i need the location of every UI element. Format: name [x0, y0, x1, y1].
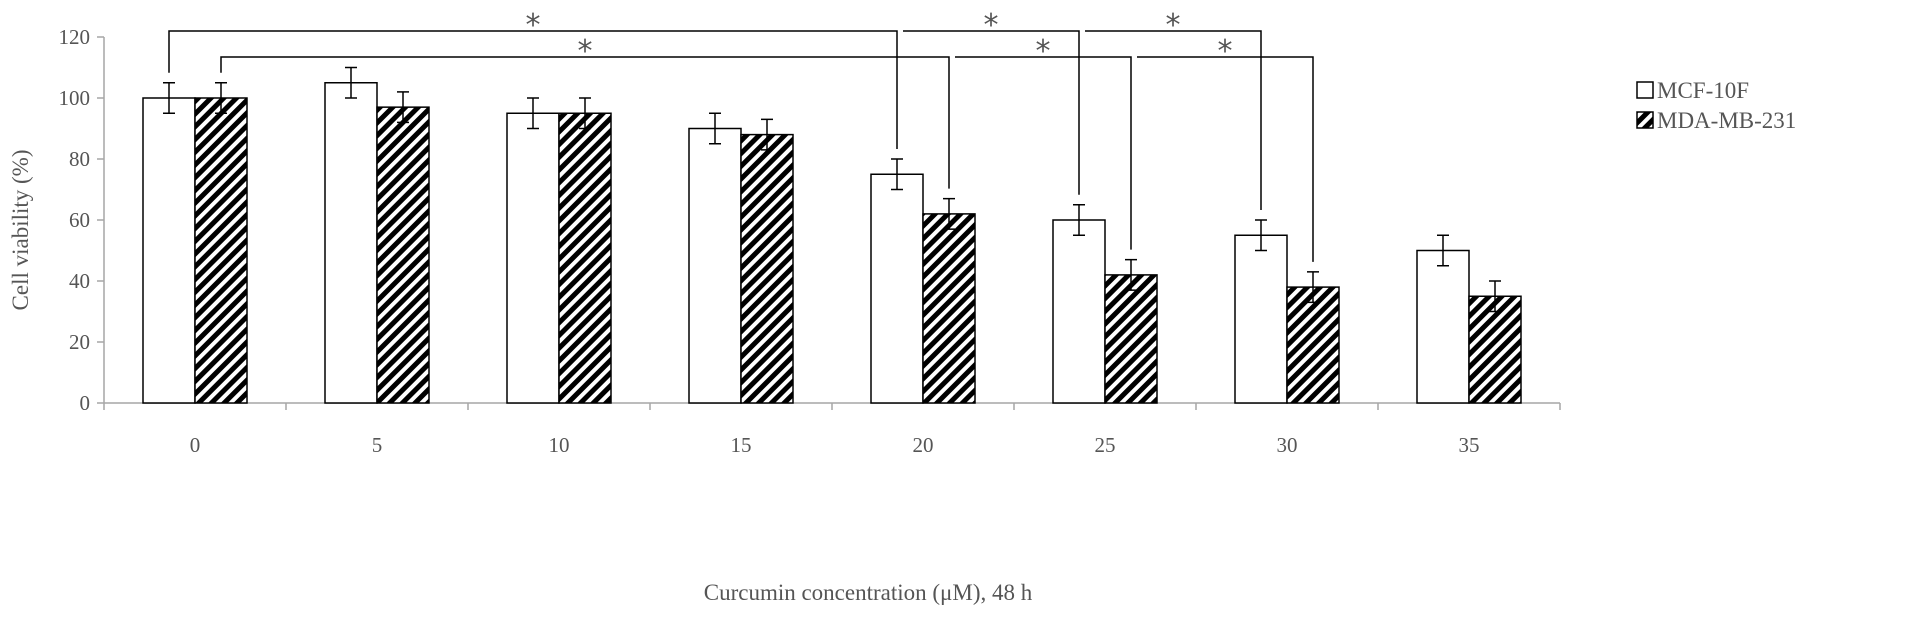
bar-mcf-10f-0: [142, 97, 196, 404]
significance-star: *: [1166, 8, 1181, 43]
bar-mda-mb-231-0: [194, 97, 248, 404]
y-axis-title: Cell viability (%): [8, 150, 33, 311]
bar-mda-mb-231-35: [1468, 295, 1522, 404]
error-bar: [1073, 204, 1085, 236]
significance-star: *: [1218, 34, 1233, 69]
significance-bracket: *: [168, 8, 898, 149]
x-tick-label: 35: [1459, 433, 1480, 457]
error-bar: [891, 158, 903, 191]
y-tick-label: 40: [69, 269, 90, 293]
legend-swatch-mcf-10f: [1636, 81, 1654, 99]
y-tick-label: 120: [59, 25, 91, 49]
y-tick-label: 20: [69, 330, 90, 354]
error-bar: [397, 91, 409, 124]
error-bar: [579, 97, 591, 130]
axes: [97, 36, 1561, 410]
legend-swatch-mda-mb-231: [1636, 111, 1654, 129]
bar-mcf-10f-20: [870, 173, 924, 404]
error-bar: [215, 82, 227, 114]
significance-star: *: [526, 8, 541, 43]
legend-label-mcf-10f: MCF-10F: [1657, 78, 1749, 103]
bar-mcf-10f-30: [1234, 234, 1288, 404]
error-bar: [345, 66, 357, 99]
significance-star: *: [578, 34, 593, 69]
bar-mda-mb-231-25: [1104, 274, 1158, 404]
x-tick-label: 25: [1095, 433, 1116, 457]
error-bar: [1437, 234, 1449, 267]
significance-bracket: *: [903, 8, 1080, 195]
x-tick-label: 5: [372, 433, 383, 457]
bar-mda-mb-231-20: [922, 213, 976, 404]
error-bar: [527, 97, 539, 130]
significance-bracket: *: [1085, 8, 1262, 210]
y-tick-label: 0: [80, 391, 91, 415]
bars: [142, 82, 1522, 404]
x-axis-title: Curcumin concentration (μM), 48 h: [704, 580, 1033, 605]
error-bar: [1255, 219, 1267, 252]
bar-mcf-10f-10: [506, 112, 560, 404]
bar-mcf-10f-5: [324, 82, 378, 404]
error-bar: [1307, 271, 1319, 304]
error-bar: [709, 112, 721, 145]
significance-star: *: [984, 8, 999, 43]
y-tick-label: 60: [69, 208, 90, 232]
y-tick-label: 100: [59, 86, 91, 110]
x-tick-label: 30: [1277, 433, 1298, 457]
error-bar: [1125, 258, 1137, 291]
x-tick-label: 20: [913, 433, 934, 457]
significance-bracket: *: [220, 34, 950, 189]
bar-mda-mb-231-5: [376, 106, 430, 404]
legend-label-mda-mb-231: MDA-MB-231: [1657, 108, 1796, 133]
bar-mcf-10f-35: [1416, 249, 1470, 404]
tick-labels: 0 20 40 60 80 100 120 0 5 10 15 20 25 30 35: [59, 25, 1480, 457]
error-bar: [1489, 280, 1501, 313]
bar-mda-mb-231-10: [558, 112, 612, 404]
significance-bracket: *: [955, 34, 1132, 250]
significance-star: *: [1036, 34, 1051, 69]
x-tick-label: 10: [549, 433, 570, 457]
error-bar: [761, 118, 773, 151]
bar-mda-mb-231-30: [1286, 286, 1340, 404]
legend: MCF-10F MDA-MB-231: [1636, 78, 1796, 133]
bar-mcf-10f-15: [688, 127, 742, 404]
significance-brackets: * * * * * *: [168, 8, 1314, 262]
x-tick-label: 15: [731, 433, 752, 457]
error-bar: [163, 82, 175, 114]
x-tick-label: 0: [190, 433, 201, 457]
significance-bracket: *: [1137, 34, 1314, 262]
bar-mda-mb-231-15: [740, 133, 794, 404]
y-tick-label: 80: [69, 147, 90, 171]
error-bar: [943, 197, 955, 230]
error-bars: [163, 66, 1501, 313]
bar-mcf-10f-25: [1052, 219, 1106, 404]
